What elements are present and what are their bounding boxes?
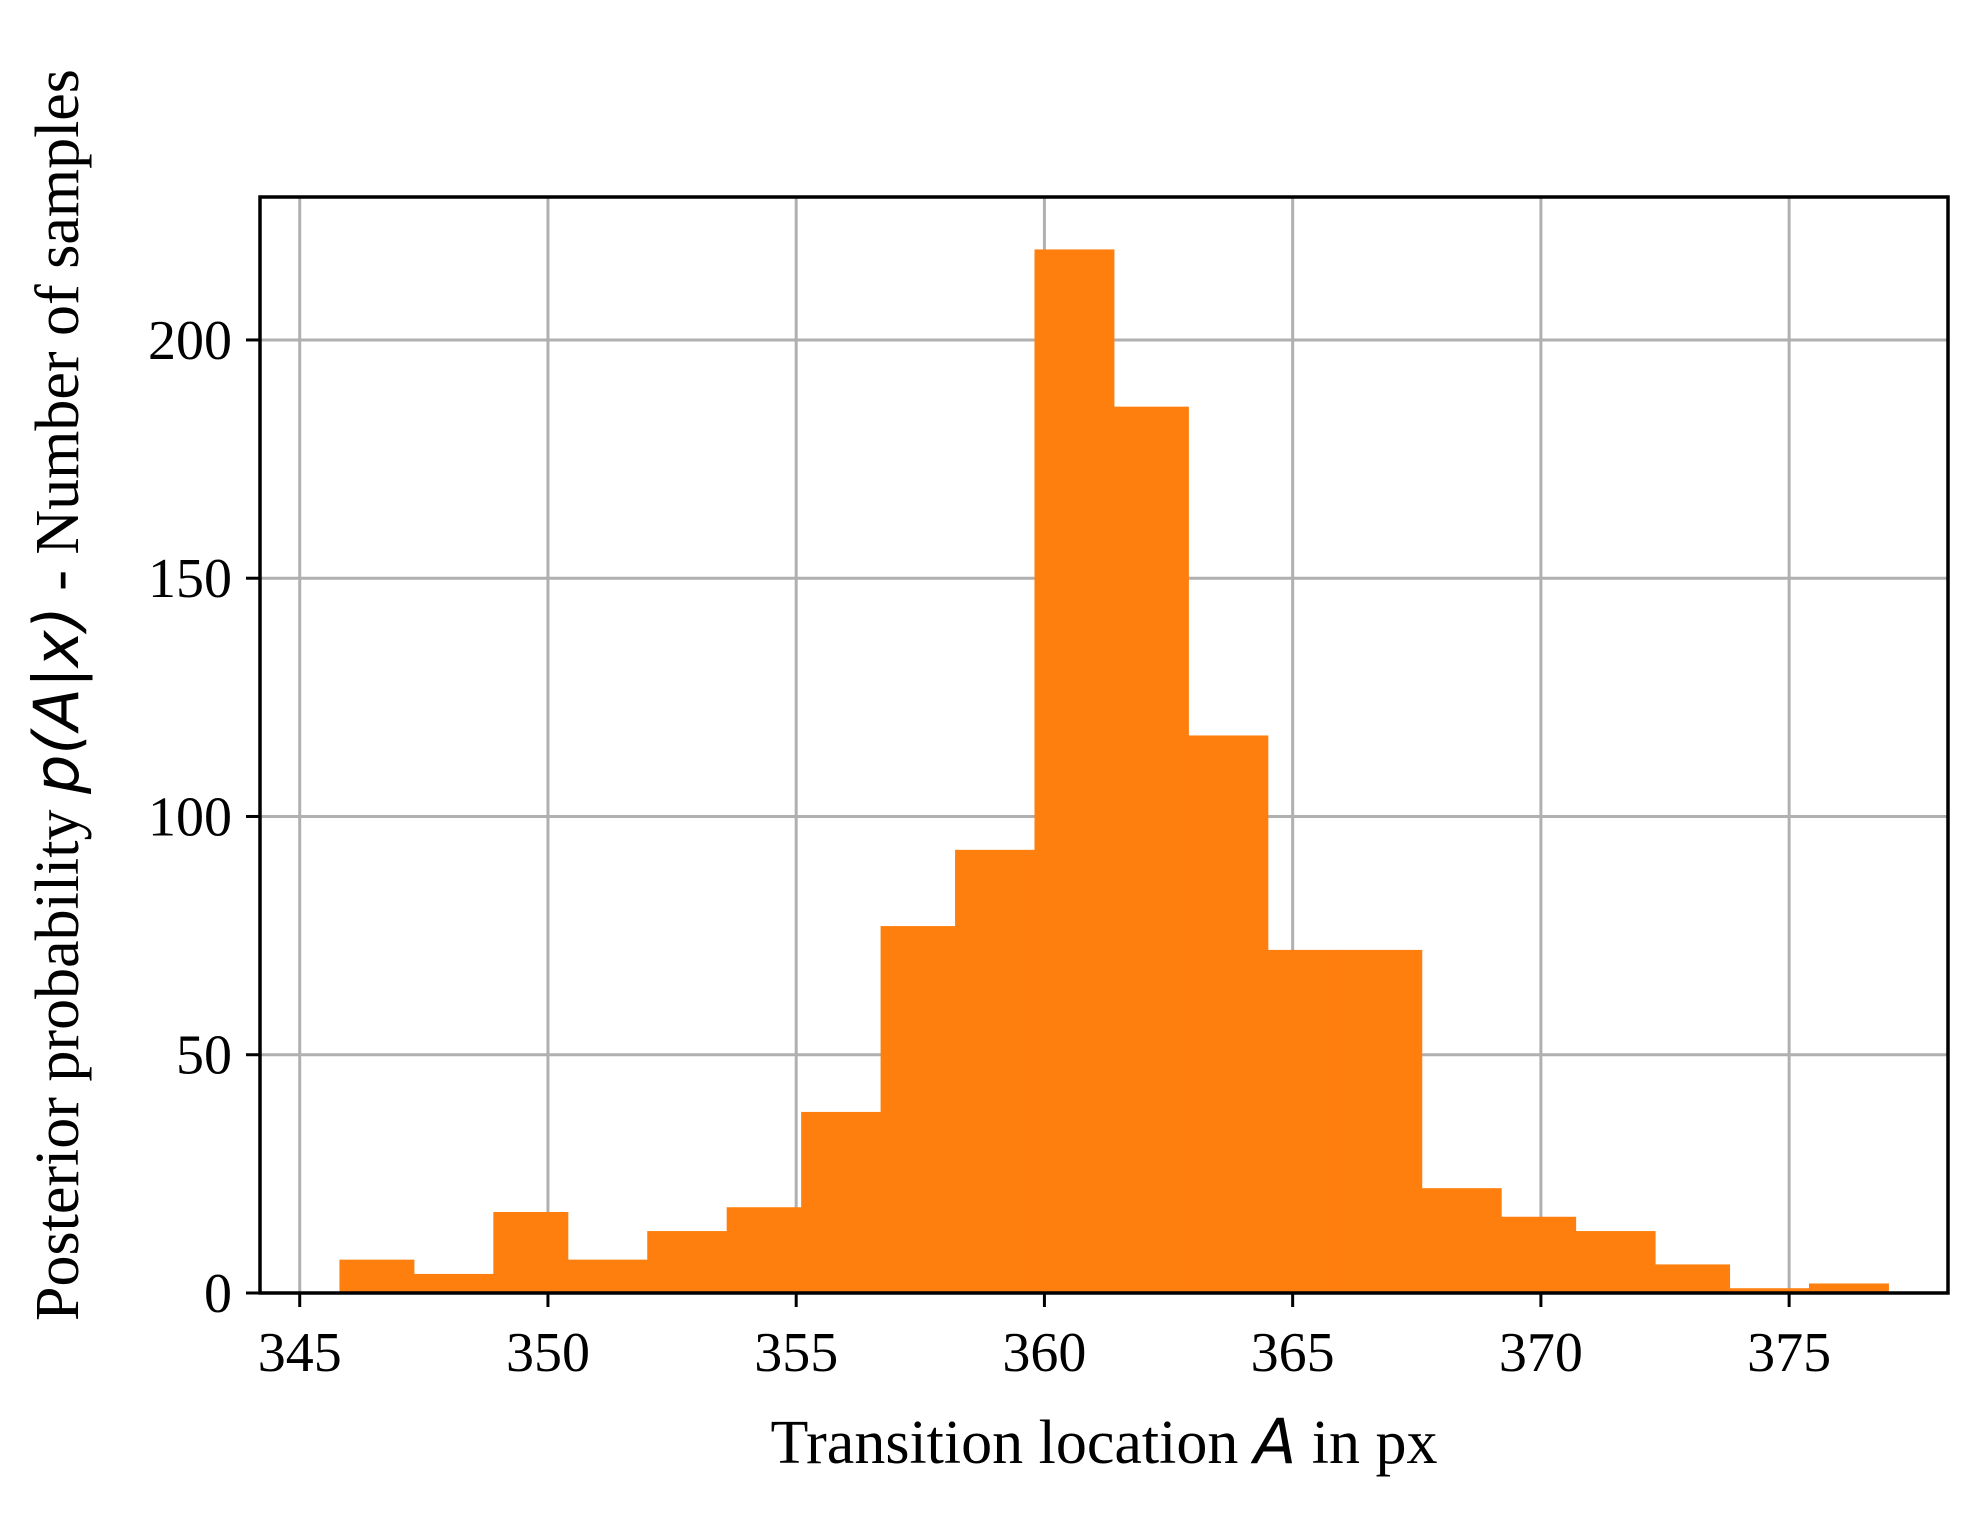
histogram-bar — [647, 1231, 728, 1293]
x-tick-label: 375 — [1747, 1322, 1831, 1384]
y-tick-label: 100 — [148, 786, 232, 848]
histogram-bar — [1267, 949, 1343, 1293]
y-tick-label: 200 — [148, 310, 232, 372]
histogram-bar — [880, 926, 956, 1293]
histogram-bar — [1113, 406, 1189, 1293]
histogram-bar — [801, 1111, 882, 1293]
histogram-bar — [1575, 1231, 1656, 1293]
histogram-bar — [955, 849, 1035, 1293]
histogram-bar — [493, 1211, 569, 1293]
y-tick-label: 0 — [204, 1263, 232, 1325]
histogram-bar — [1655, 1264, 1731, 1293]
histogram-bar — [1188, 735, 1269, 1293]
axis-ticks: 345 350 355 360 365 370 375 0 50 100 150 200 — [148, 310, 1831, 1384]
histogram-bar — [413, 1273, 494, 1293]
x-tick-label: 355 — [754, 1322, 838, 1384]
histogram-bar — [1034, 249, 1115, 1294]
histogram-bar — [567, 1259, 648, 1293]
histogram-bar — [339, 1259, 415, 1293]
histogram-bar — [1501, 1216, 1577, 1293]
histogram-bar — [1729, 1288, 1810, 1293]
histogram-bars — [339, 249, 1889, 1294]
histogram-bar — [1421, 1188, 1502, 1293]
histogram-bar — [1342, 949, 1423, 1293]
x-tick-label: 365 — [1251, 1322, 1335, 1384]
x-tick-label: 360 — [1002, 1322, 1086, 1384]
y-axis-label: Posterior probability p(A|x) - Number of… — [20, 69, 94, 1321]
x-tick-label: 370 — [1499, 1322, 1583, 1384]
y-tick-label: 150 — [148, 548, 232, 610]
plot-frame — [258, 195, 1950, 1295]
histogram-bar — [726, 1207, 802, 1293]
x-tick-label: 350 — [506, 1322, 590, 1384]
y-tick-label: 50 — [176, 1025, 232, 1087]
x-axis-label: Transition location A in px — [770, 1405, 1437, 1478]
x-tick-label: 345 — [258, 1322, 342, 1384]
histogram-bar — [1808, 1283, 1889, 1293]
